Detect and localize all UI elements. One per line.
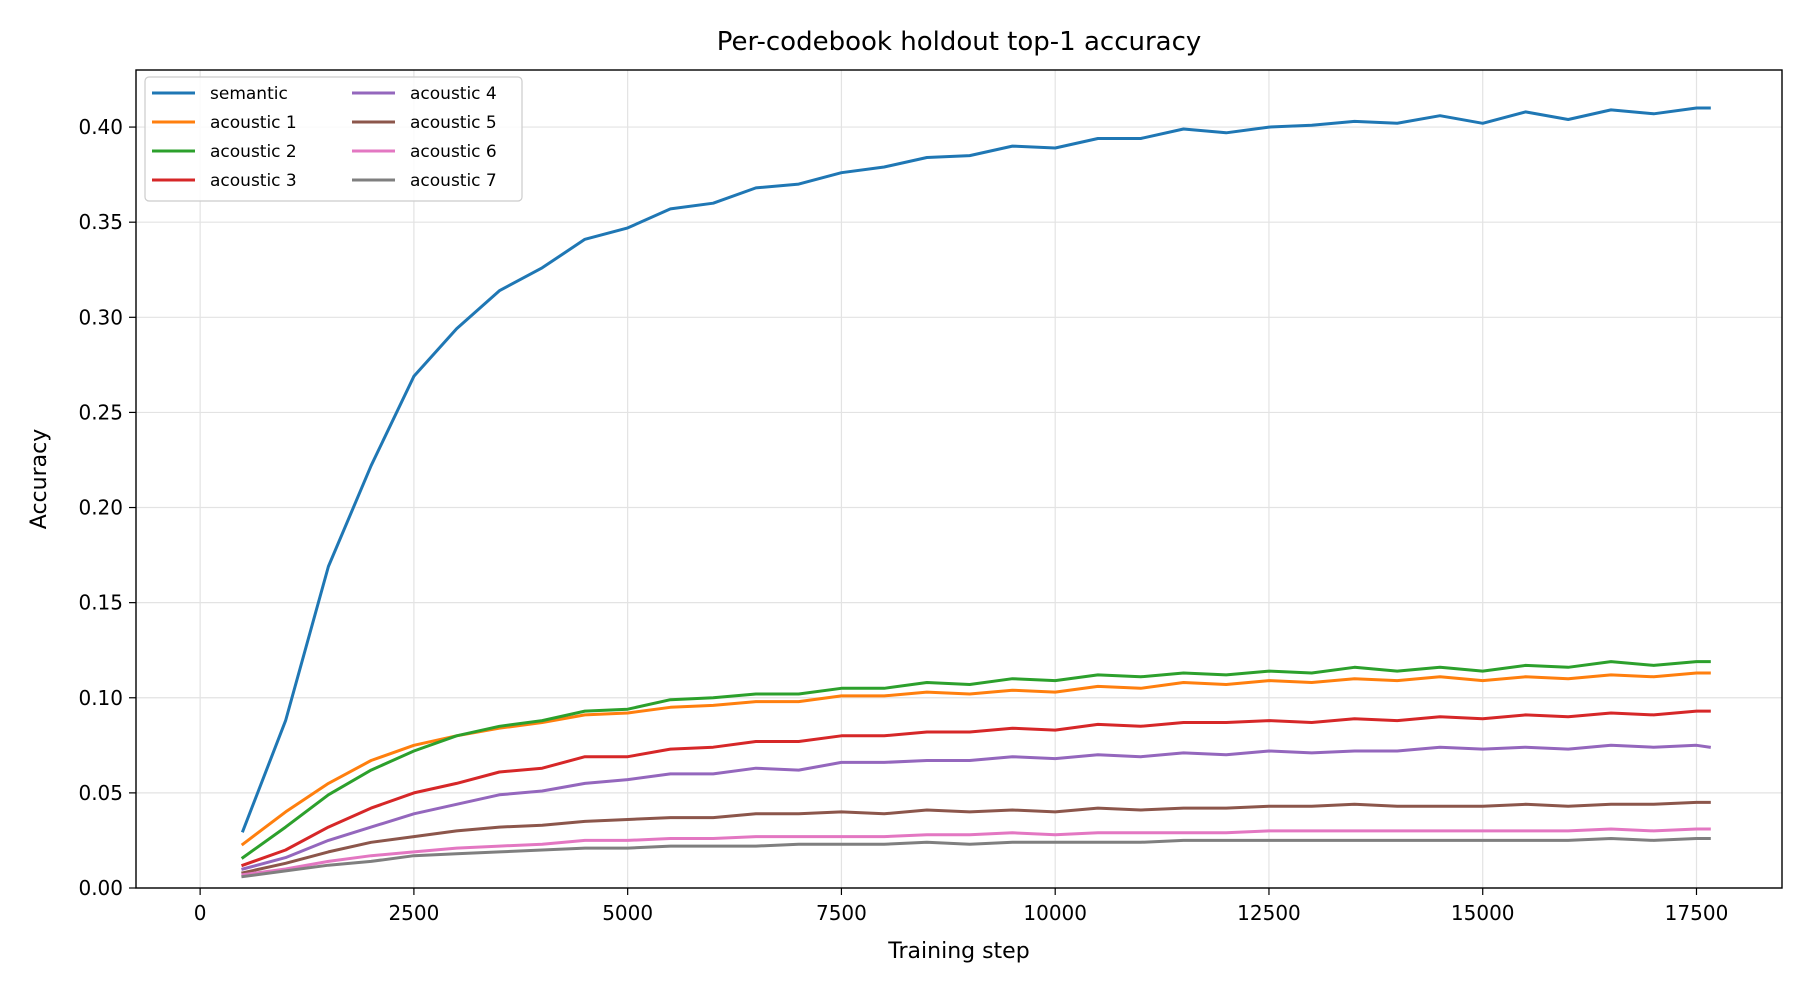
x-tick-label: 0 (194, 901, 207, 925)
y-axis-ticks: 0.00 0.05 0.10 0.15 0.20 0.25 0.30 0.35 0.40 (78, 115, 136, 900)
y-tick-label: 0.05 (78, 781, 123, 805)
series-line-6 (241, 827, 1711, 877)
legend-label: acoustic 6 (410, 142, 497, 162)
x-tick-label: 10000 (1023, 901, 1087, 925)
x-tick-label: 7500 (816, 901, 867, 925)
x-tick-label: 15000 (1451, 901, 1515, 925)
legend-label: acoustic 2 (210, 142, 297, 162)
x-axis-ticks: 0 2500 5000 7500 10000 12500 15000 17500 (194, 888, 1729, 925)
legend-label: acoustic 1 (210, 113, 297, 133)
series-line-1 (240, 671, 1711, 847)
chart-title: Per-codebook holdout top-1 accuracy (717, 27, 1202, 57)
x-tick-label: 12500 (1237, 901, 1301, 925)
y-tick-label: 0.40 (78, 115, 123, 139)
series-line-0 (240, 106, 1711, 833)
series-line-3 (240, 709, 1711, 868)
y-tick-label: 0.25 (78, 400, 123, 424)
series-line-4 (241, 743, 1712, 871)
series-line-2 (240, 660, 1711, 860)
series-lines (240, 106, 1712, 879)
y-tick-label: 0.20 (78, 496, 123, 520)
y-tick-label: 0.35 (78, 210, 123, 234)
x-axis-title: Training step (887, 939, 1029, 964)
y-tick-label: 0.00 (78, 876, 123, 900)
legend-label: acoustic 7 (410, 171, 497, 191)
y-axis-title: Accuracy (27, 429, 52, 529)
y-tick-label: 0.30 (78, 305, 123, 329)
legend-label: acoustic 3 (210, 171, 297, 191)
plot-frame (135, 69, 1783, 889)
legend-box (144, 76, 523, 202)
series-line-7 (241, 837, 1711, 879)
x-tick-label: 17500 (1665, 901, 1729, 925)
legend-label: semantic (210, 84, 288, 104)
legend-label: acoustic 4 (410, 84, 497, 104)
series-line-5 (241, 800, 1711, 875)
x-tick-label: 5000 (602, 901, 653, 925)
y-tick-label: 0.10 (78, 686, 123, 710)
legend-label: acoustic 5 (410, 113, 497, 133)
x-tick-label: 2500 (388, 901, 439, 925)
y-tick-label: 0.15 (78, 591, 123, 615)
legend: semantic acoustic 1 acoustic 2 acoustic 3 ac… (144, 76, 523, 202)
